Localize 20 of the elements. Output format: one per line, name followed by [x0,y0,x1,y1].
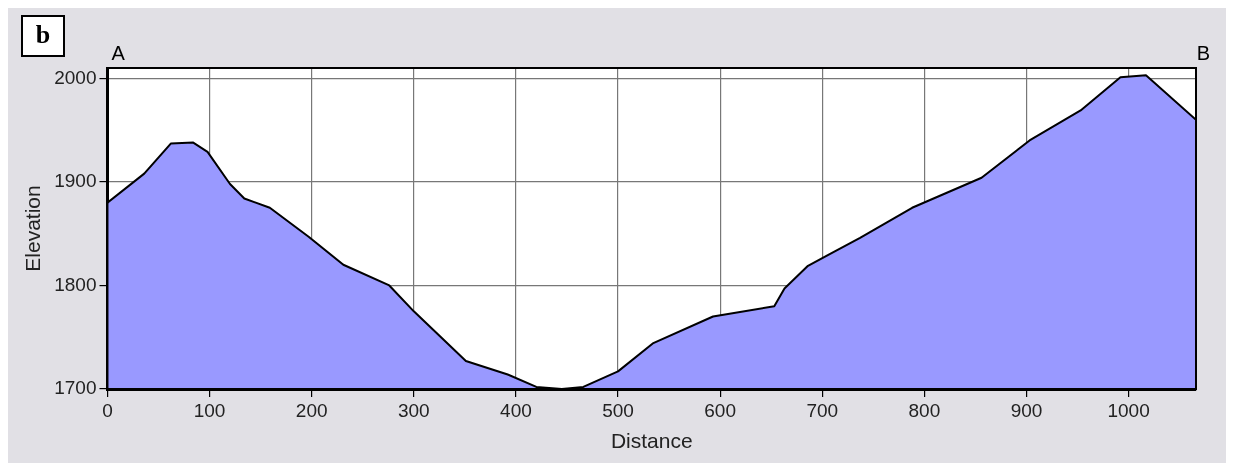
x-tick-label: 700 [806,399,839,421]
x-tick-label: 1000 [1107,399,1150,421]
y-tick-label: 1900 [54,170,97,192]
x-tick-label: 900 [1010,399,1043,421]
x-tick-label: 200 [295,399,328,421]
y-axis-title: Elevation [21,185,45,272]
x-tick-label: 500 [602,399,634,421]
x-tick-label: 400 [500,399,532,421]
y-tick-label: 1800 [54,273,97,295]
x-axis-title: Distance [610,429,693,453]
y-tick-label: 1700 [54,377,97,399]
x-tick-label: 100 [193,399,226,421]
text: B [1196,41,1210,64]
x-tick-label: 0 [102,399,113,421]
x-tick-label: 800 [908,399,941,421]
y-tick-label: 2000 [54,66,97,88]
text: b [35,19,51,49]
text: A [111,41,126,64]
x-tick-label: 600 [704,399,736,421]
x-tick-label: 300 [397,399,430,421]
